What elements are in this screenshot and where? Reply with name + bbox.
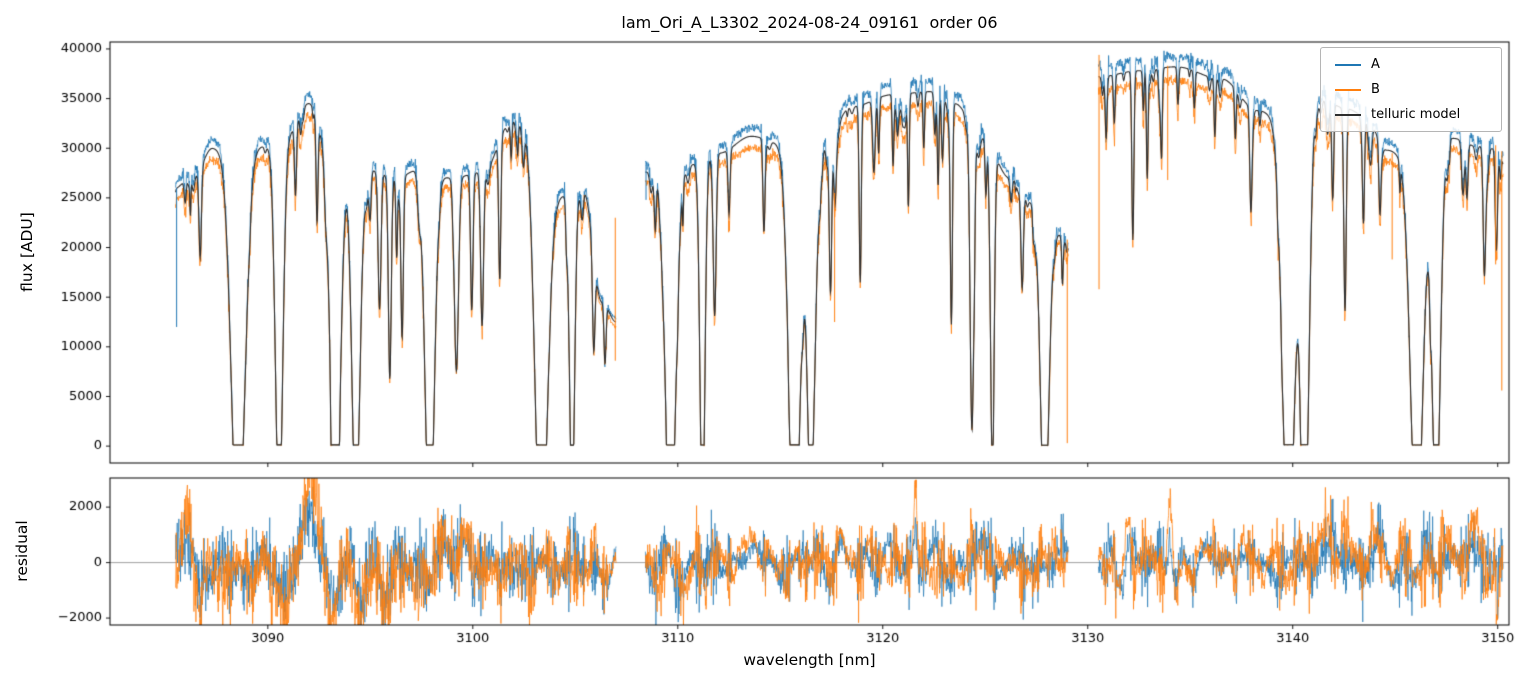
legend-swatch-a: [1335, 63, 1361, 66]
legend-item-a: A: [1335, 56, 1487, 73]
residual-axis-label: residual: [13, 520, 31, 582]
legend-item-telluric-model: telluric model: [1335, 106, 1487, 123]
legend-item-b: B: [1335, 81, 1487, 98]
flux-axis-label: flux [ADU]: [18, 212, 36, 292]
legend: A B telluric model: [1320, 47, 1502, 132]
legend-swatch-telluric-model: [1335, 113, 1361, 116]
legend-label-telluric-model: telluric model: [1371, 107, 1461, 122]
legend-label-b: B: [1371, 82, 1380, 97]
legend-swatch-b: [1335, 88, 1361, 91]
legend-label-a: A: [1371, 57, 1380, 72]
chart-title: lam_Ori_A_L3302_2024-08-24_09161 order 0…: [621, 13, 998, 32]
x-axis-label: wavelength [nm]: [743, 651, 876, 669]
